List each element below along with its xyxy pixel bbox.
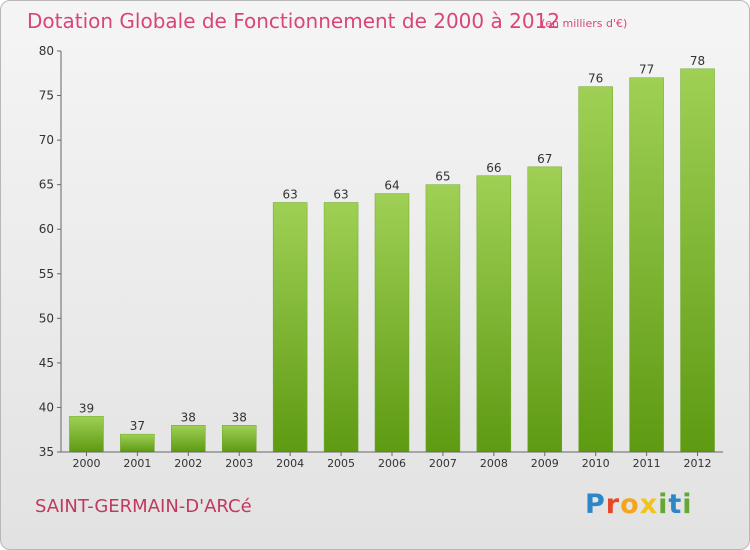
x-axis: 2000 2001 2002 2003 2004 2005 2006 2007 2008 2009… (61, 451, 723, 470)
y-tick-label: 50 (39, 311, 54, 325)
logo-letter: x (639, 489, 659, 520)
logo-letter: i (682, 489, 693, 520)
bar (323, 202, 359, 453)
logo-letter: o (620, 489, 640, 520)
chart-title: Dotation Globale de Fonctionnement de 20… (27, 9, 560, 33)
bar (171, 425, 206, 453)
x-tick-label: 2008 (480, 457, 508, 470)
x-tick-label: 2007 (429, 457, 457, 470)
bar-value-label: 63 (283, 187, 298, 201)
chart-unit: (en milliers d'€) (541, 17, 628, 30)
bar (578, 86, 613, 453)
bar-value-label: 65 (435, 170, 450, 184)
bar-value-label: 63 (333, 187, 348, 201)
x-tick-label: 2001 (123, 457, 151, 470)
bar (221, 425, 257, 453)
bar (476, 175, 512, 453)
x-tick-label: 2009 (531, 457, 559, 470)
bar (272, 202, 308, 453)
bar (425, 184, 461, 453)
logo-letter: i (658, 489, 669, 520)
logo-letter: r (605, 489, 621, 520)
bar (374, 193, 410, 453)
x-tick-label: 2003 (225, 457, 253, 470)
bar-value-label: 64 (384, 179, 399, 193)
bar-value-label: 38 (232, 410, 247, 424)
proxiti-logo: Proxiti (585, 489, 693, 520)
bar-value-label: 67 (537, 152, 552, 166)
bar-value-label: 38 (181, 410, 196, 424)
y-tick-label: 55 (39, 267, 54, 281)
x-tick-label: 2000 (72, 457, 100, 470)
bar-value-label: 39 (79, 401, 94, 415)
y-tick-label: 65 (39, 178, 54, 192)
bar-value-label: 77 (639, 63, 654, 77)
x-tick-label: 2002 (174, 457, 202, 470)
x-tick-label: 2012 (684, 457, 712, 470)
y-tick-label: 80 (39, 44, 54, 58)
bars: 39 37 38 38 63 63 64 65 66 67 76 77 78 (69, 54, 715, 453)
bar (120, 433, 155, 453)
bar-value-label: 76 (588, 72, 603, 86)
y-tick-label: 40 (39, 400, 54, 414)
y-tick-label: 70 (39, 133, 54, 147)
x-tick-label: 2005 (327, 457, 355, 470)
x-tick-label: 2010 (582, 457, 610, 470)
bar (629, 77, 664, 453)
x-tick-label: 2004 (276, 457, 304, 470)
y-tick-label: 75 (39, 89, 54, 103)
bar (69, 416, 104, 453)
commune-name: SAINT-GERMAIN-D'ARCé (35, 496, 252, 517)
x-tick-label: 2011 (633, 457, 661, 470)
bar-value-label: 66 (486, 161, 501, 175)
logo-letter: t (668, 489, 683, 520)
y-tick-label: 45 (39, 356, 54, 370)
y-tick-label: 60 (39, 222, 54, 236)
bar (527, 166, 563, 453)
bar (680, 68, 715, 453)
logo-letter: P (585, 489, 606, 520)
bar-value-label: 37 (130, 419, 145, 433)
bar-value-label: 78 (690, 54, 705, 68)
x-tick-label: 2006 (378, 457, 406, 470)
y-tick-label: 35 (39, 445, 54, 459)
y-axis: 35 40 45 50 55 60 65 70 75 80 (39, 44, 62, 459)
